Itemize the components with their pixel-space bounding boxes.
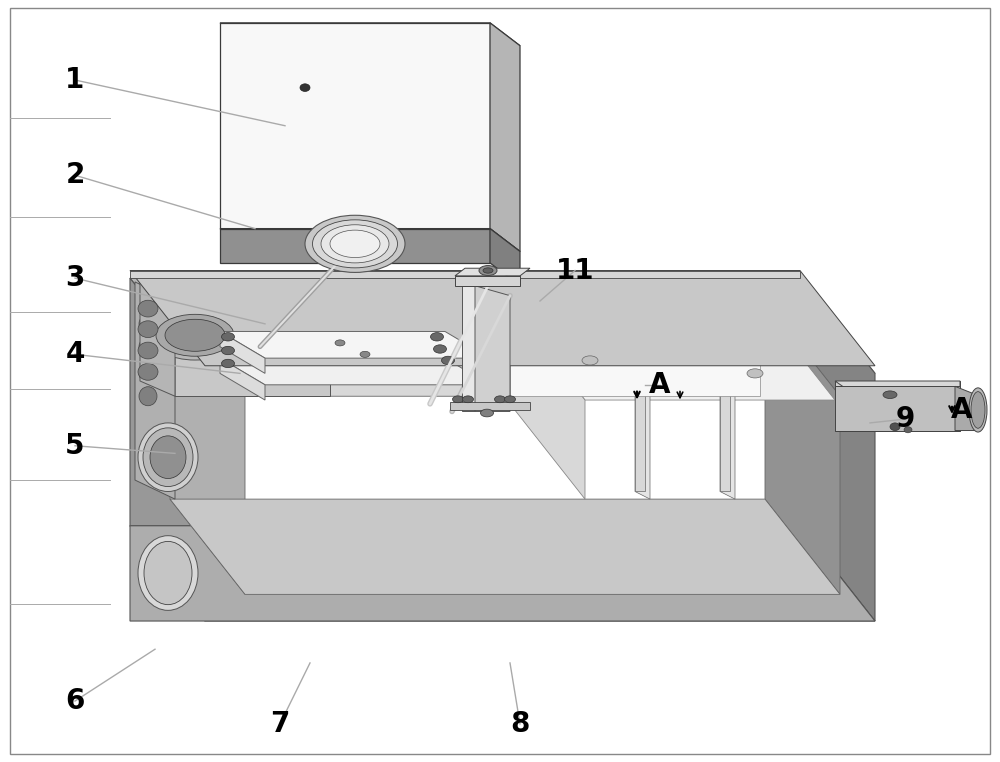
- Ellipse shape: [300, 84, 310, 91]
- Polygon shape: [170, 293, 330, 301]
- Polygon shape: [130, 278, 205, 621]
- Ellipse shape: [582, 356, 598, 365]
- Ellipse shape: [483, 268, 493, 274]
- Ellipse shape: [321, 225, 389, 263]
- Text: 4: 4: [65, 341, 85, 368]
- Text: 11: 11: [556, 257, 594, 284]
- Ellipse shape: [139, 338, 157, 357]
- Ellipse shape: [222, 333, 234, 341]
- Polygon shape: [510, 305, 835, 400]
- Ellipse shape: [747, 369, 763, 378]
- Ellipse shape: [434, 345, 446, 354]
- Ellipse shape: [452, 396, 464, 403]
- Ellipse shape: [479, 266, 497, 276]
- Polygon shape: [220, 358, 490, 385]
- Polygon shape: [955, 386, 980, 431]
- Ellipse shape: [139, 364, 157, 383]
- Ellipse shape: [143, 428, 193, 487]
- Ellipse shape: [883, 391, 897, 399]
- Text: 3: 3: [65, 264, 85, 292]
- Polygon shape: [765, 301, 840, 594]
- Ellipse shape: [222, 360, 234, 368]
- Ellipse shape: [156, 315, 234, 357]
- Ellipse shape: [330, 230, 380, 258]
- Ellipse shape: [138, 363, 158, 380]
- Ellipse shape: [462, 396, 474, 403]
- Polygon shape: [220, 358, 265, 400]
- Ellipse shape: [360, 351, 370, 357]
- Polygon shape: [510, 312, 760, 396]
- Text: A: A: [951, 396, 973, 424]
- Text: 8: 8: [510, 710, 530, 738]
- Ellipse shape: [138, 321, 158, 338]
- Polygon shape: [135, 282, 175, 499]
- Ellipse shape: [890, 423, 900, 431]
- Ellipse shape: [138, 300, 158, 317]
- Polygon shape: [170, 499, 840, 594]
- Polygon shape: [462, 286, 475, 411]
- Polygon shape: [130, 271, 800, 278]
- Polygon shape: [835, 381, 960, 405]
- Text: 6: 6: [65, 687, 85, 715]
- Ellipse shape: [969, 388, 987, 432]
- Polygon shape: [220, 331, 490, 358]
- Ellipse shape: [494, 396, 506, 403]
- Ellipse shape: [138, 342, 158, 359]
- Ellipse shape: [505, 396, 516, 403]
- Text: 2: 2: [65, 162, 85, 189]
- Polygon shape: [130, 526, 875, 621]
- Ellipse shape: [150, 436, 186, 479]
- Polygon shape: [800, 278, 875, 621]
- Polygon shape: [170, 301, 245, 594]
- Polygon shape: [220, 229, 520, 251]
- Ellipse shape: [335, 340, 345, 346]
- Ellipse shape: [144, 542, 192, 605]
- Polygon shape: [220, 23, 520, 46]
- Ellipse shape: [139, 315, 157, 334]
- Polygon shape: [175, 297, 330, 305]
- Polygon shape: [455, 276, 520, 286]
- Polygon shape: [490, 23, 520, 251]
- Polygon shape: [220, 331, 265, 373]
- Ellipse shape: [139, 387, 157, 406]
- Ellipse shape: [138, 536, 198, 610]
- Polygon shape: [130, 526, 875, 621]
- Polygon shape: [140, 282, 175, 396]
- Polygon shape: [510, 305, 585, 499]
- Polygon shape: [220, 23, 490, 229]
- Polygon shape: [455, 268, 530, 276]
- Ellipse shape: [312, 219, 398, 268]
- Ellipse shape: [305, 215, 405, 273]
- Polygon shape: [835, 386, 960, 431]
- Polygon shape: [170, 301, 330, 396]
- Ellipse shape: [165, 319, 225, 351]
- Polygon shape: [220, 229, 490, 263]
- Polygon shape: [130, 278, 875, 373]
- Polygon shape: [635, 305, 645, 491]
- Ellipse shape: [150, 311, 240, 360]
- Ellipse shape: [222, 347, 234, 355]
- Text: 9: 9: [895, 405, 915, 433]
- Polygon shape: [130, 271, 875, 366]
- Text: 5: 5: [65, 432, 85, 459]
- Ellipse shape: [430, 333, 444, 341]
- Polygon shape: [635, 305, 650, 499]
- Ellipse shape: [442, 357, 454, 365]
- Text: A: A: [649, 371, 671, 399]
- Text: 7: 7: [270, 710, 290, 738]
- Polygon shape: [720, 305, 735, 499]
- Polygon shape: [720, 305, 730, 491]
- Text: 1: 1: [65, 66, 85, 94]
- Ellipse shape: [971, 392, 985, 428]
- Polygon shape: [170, 301, 840, 396]
- Ellipse shape: [138, 423, 198, 491]
- Ellipse shape: [904, 427, 912, 433]
- Polygon shape: [490, 229, 520, 286]
- Ellipse shape: [480, 409, 494, 417]
- Polygon shape: [835, 381, 960, 386]
- Polygon shape: [475, 286, 510, 411]
- Polygon shape: [450, 402, 530, 410]
